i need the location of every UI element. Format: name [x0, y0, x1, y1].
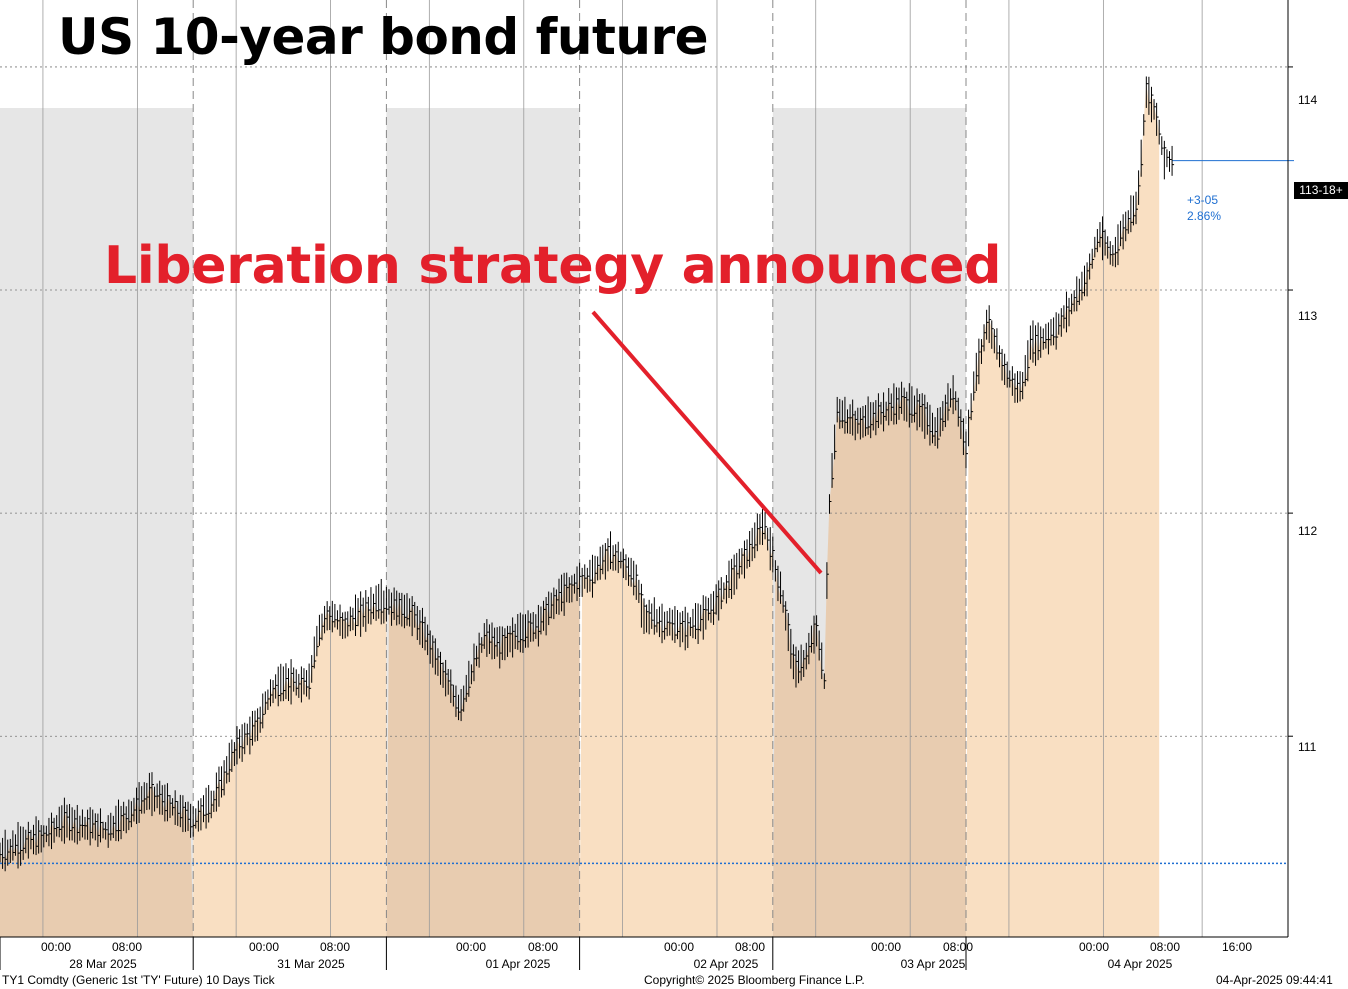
x-time-label: 08:00 — [527, 940, 559, 954]
x-time-label: 08:00 — [111, 940, 143, 954]
x-date-label: 31 Mar 2025 — [277, 957, 345, 971]
y-tick-label: 112 — [1298, 524, 1318, 538]
y-tick-label: 111 — [1298, 740, 1317, 754]
price-area-segment — [0, 784, 194, 937]
x-time-label: 00:00 — [1078, 940, 1110, 954]
price-area — [0, 83, 1160, 938]
x-time-label: 00:00 — [870, 940, 902, 954]
last-price-badge: 113-18+ — [1294, 182, 1348, 199]
change-points-label: +3-05 — [1187, 193, 1219, 207]
x-time-label: 08:00 — [1149, 940, 1181, 954]
chart-axes — [0, 0, 1293, 970]
x-time-label: 08:00 — [319, 940, 351, 954]
x-date-label: 04 Apr 2025 — [1107, 957, 1173, 971]
y-tick-label: 114 — [1298, 93, 1318, 107]
chart-grid — [0, 0, 1288, 937]
price-area-segment — [579, 526, 773, 937]
y-tick-label: 113 — [1298, 309, 1318, 323]
x-time-label: 00:00 — [455, 940, 487, 954]
x-time-label: 16:00 — [1221, 940, 1253, 954]
price-area-segment — [966, 83, 1160, 937]
x-date-label: 28 Mar 2025 — [69, 957, 137, 971]
change-percent-label: 2.86% — [1187, 209, 1222, 223]
x-date-label: 02 Apr 2025 — [693, 957, 759, 971]
annotation-label: Liberation strategy announced — [104, 236, 1002, 296]
x-time-label: 08:00 — [734, 940, 766, 954]
price-area-segment — [772, 396, 966, 938]
chart-title: US 10-year bond future — [58, 8, 709, 66]
annotation-arrow — [591, 310, 823, 575]
price-bars — [0, 76, 1175, 872]
x-date-label: 01 Apr 2025 — [485, 957, 551, 971]
price-area-segment — [193, 602, 387, 937]
price-area-segment — [386, 576, 580, 937]
x-time-label: 00:00 — [248, 940, 280, 954]
x-time-label: 00:00 — [663, 940, 695, 954]
reference-line — [0, 160, 1294, 865]
annotation-arrow-line — [591, 310, 823, 575]
footer-security-label: TY1 Comdty (Generic 1st 'TY' Future) 10 … — [2, 973, 275, 987]
x-date-label: 03 Apr 2025 — [900, 957, 966, 971]
x-time-label: 00:00 — [40, 940, 72, 954]
footer-timestamp: 04-Apr-2025 09:44:41 — [1216, 973, 1333, 987]
footer-copyright: Copyright© 2025 Bloomberg Finance L.P. — [644, 973, 865, 987]
x-time-label: 08:00 — [942, 940, 974, 954]
